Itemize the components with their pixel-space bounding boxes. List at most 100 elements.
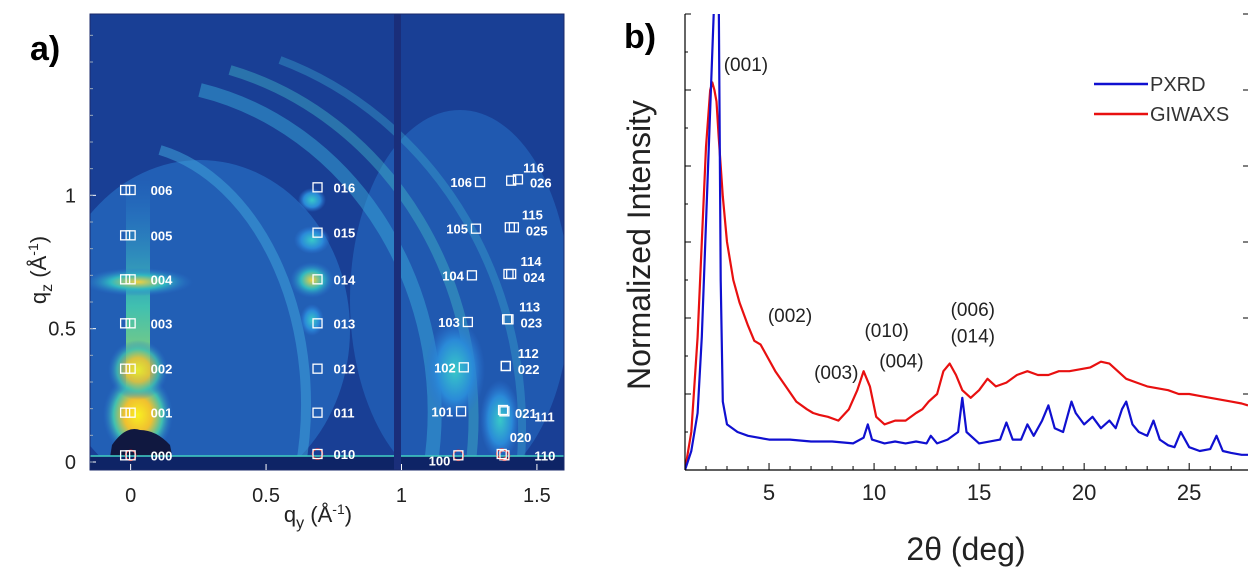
legend-label-pxrd: PXRD <box>1150 74 1206 96</box>
x-tick-label: 0 <box>125 485 136 507</box>
reflection-square-026 <box>512 174 524 185</box>
reflection-square-025 <box>508 222 520 233</box>
reflection-label-026: 026 <box>530 175 552 190</box>
reflection-markers: 000 001 002 003 004 005 006 010 011 012 013 014 015 0… <box>119 161 555 468</box>
x-tick-label: 1 <box>396 485 407 507</box>
reflection-square-twin-002 <box>119 363 131 374</box>
x-tick-label: 15 <box>967 480 991 505</box>
reflection-label-111: 111 <box>534 409 554 424</box>
y-tick-label: 0 <box>65 452 76 474</box>
x-tick-label: 20 <box>1072 480 1096 505</box>
reflection-label-001: 001 <box>151 406 173 421</box>
peak-label-001: (001) <box>724 55 768 76</box>
map-frame <box>89 13 565 471</box>
scatter-arc-1 <box>158 145 312 470</box>
peak-label-006: (006) <box>951 300 995 321</box>
hot-spot-10l <box>425 320 485 420</box>
reflection-label-113: 113 <box>519 299 540 314</box>
x-tick-label: 5 <box>763 480 775 505</box>
x-tick-label: 0.5 <box>252 485 280 507</box>
reflection-label-020: 020 <box>510 430 532 445</box>
reflection-square-020 <box>496 448 507 460</box>
x-tick-label: 1.5 <box>523 485 551 507</box>
detector-gap <box>394 14 401 470</box>
giwaxs-map <box>90 14 564 470</box>
x-axis-label: 2θ (deg) <box>906 531 1025 567</box>
peak-label-003: (003) <box>814 363 858 384</box>
peak-annotations: (001) (002) (003) (010) (004) (006) (014) <box>724 55 995 384</box>
reflection-label-101: 101 <box>431 404 453 419</box>
reflection-label-112: 112 <box>518 346 539 361</box>
reflection-square-twin-005 <box>119 230 131 241</box>
reflection-square-003 <box>125 318 136 329</box>
reflection-square-twin-000 <box>119 450 131 461</box>
legend-label-giwaxs: GIWAXS <box>1150 104 1229 126</box>
reflection-square-100 <box>453 450 464 461</box>
reflection-label-116: 116 <box>523 161 544 176</box>
reflection-label-003: 003 <box>151 316 173 331</box>
reflection-label-114: 114 <box>520 254 542 269</box>
hot-spot-015 <box>294 226 330 254</box>
reflection-label-006: 006 <box>151 183 173 198</box>
plot-axes: 5 10 15 20 25 Normalized Intensity 2θ (deg) <box>621 13 1248 567</box>
y-tick-label: 1 <box>65 185 76 207</box>
reflection-label-000: 000 <box>151 448 173 463</box>
reflection-square-012 <box>312 363 323 374</box>
series-line-giwaxs <box>685 81 1248 470</box>
reflection-square-105 <box>470 223 482 234</box>
reflection-square-013 <box>312 318 323 329</box>
hot-spot-014 <box>290 262 334 298</box>
y-tick-label: 0.5 <box>48 319 76 341</box>
reflection-label-016: 016 <box>334 180 356 195</box>
y-axis-label: qz (Å-1) <box>25 236 56 304</box>
reflection-label-005: 005 <box>151 228 173 243</box>
x-tick-label: 25 <box>1177 480 1201 505</box>
reflection-label-012: 012 <box>334 362 356 377</box>
hot-spot-016 <box>298 188 326 212</box>
reflection-square-014 <box>312 274 323 285</box>
reflection-square-016 <box>312 182 323 193</box>
horizon-line <box>90 455 564 457</box>
reflection-square-022 <box>500 360 511 372</box>
panel-a-label: a) <box>30 30 60 68</box>
reflection-square-002 <box>125 363 136 374</box>
reflection-square-twin-001 <box>119 407 131 418</box>
x-tick-label: 10 <box>862 480 886 505</box>
reflection-label-104: 104 <box>442 268 464 283</box>
reflection-square-twin-003 <box>119 318 131 329</box>
reflection-square-015 <box>312 227 323 238</box>
reflection-label-011: 011 <box>334 406 355 421</box>
reflection-square-103 <box>462 316 473 328</box>
reflection-square-twin-006 <box>119 184 131 196</box>
reflection-square-001 <box>125 407 136 418</box>
x-axis-label: qy (Å-1) <box>284 501 352 532</box>
peak-label-004: (004) <box>879 351 923 372</box>
reflection-label-014: 014 <box>334 272 356 287</box>
legend: PXRD GIWAXS <box>1094 74 1229 126</box>
reflection-square-006 <box>125 184 136 196</box>
reflection-label-022: 022 <box>518 362 540 377</box>
reflection-square-101 <box>455 406 467 417</box>
reflection-square-116 <box>506 175 517 186</box>
reflection-label-100: 100 <box>429 453 451 468</box>
plot-series <box>685 14 1248 470</box>
reflection-square-000 <box>125 450 136 461</box>
reflection-label-105: 105 <box>446 222 468 237</box>
reflection-label-013: 013 <box>334 316 356 331</box>
reflection-square-005 <box>125 230 136 241</box>
panel-b-label: b) <box>624 18 656 56</box>
reflection-label-025: 025 <box>526 223 548 238</box>
series-line-pxrd <box>685 14 1248 470</box>
reflection-square-twin-004 <box>119 274 131 285</box>
hot-spot-013 <box>300 304 324 336</box>
reflection-label-106: 106 <box>450 175 472 190</box>
reflection-label-023: 023 <box>520 315 542 330</box>
peak-label-010: (010) <box>864 321 908 342</box>
reflection-label-021: 021 <box>515 406 537 421</box>
reflection-square-024 <box>506 268 517 280</box>
reflection-label-102: 102 <box>434 360 456 375</box>
reflection-square-011 <box>312 407 323 418</box>
reflection-square-021 <box>497 404 509 416</box>
hot-spot-11l <box>480 380 520 460</box>
reflection-label-015: 015 <box>334 226 356 241</box>
